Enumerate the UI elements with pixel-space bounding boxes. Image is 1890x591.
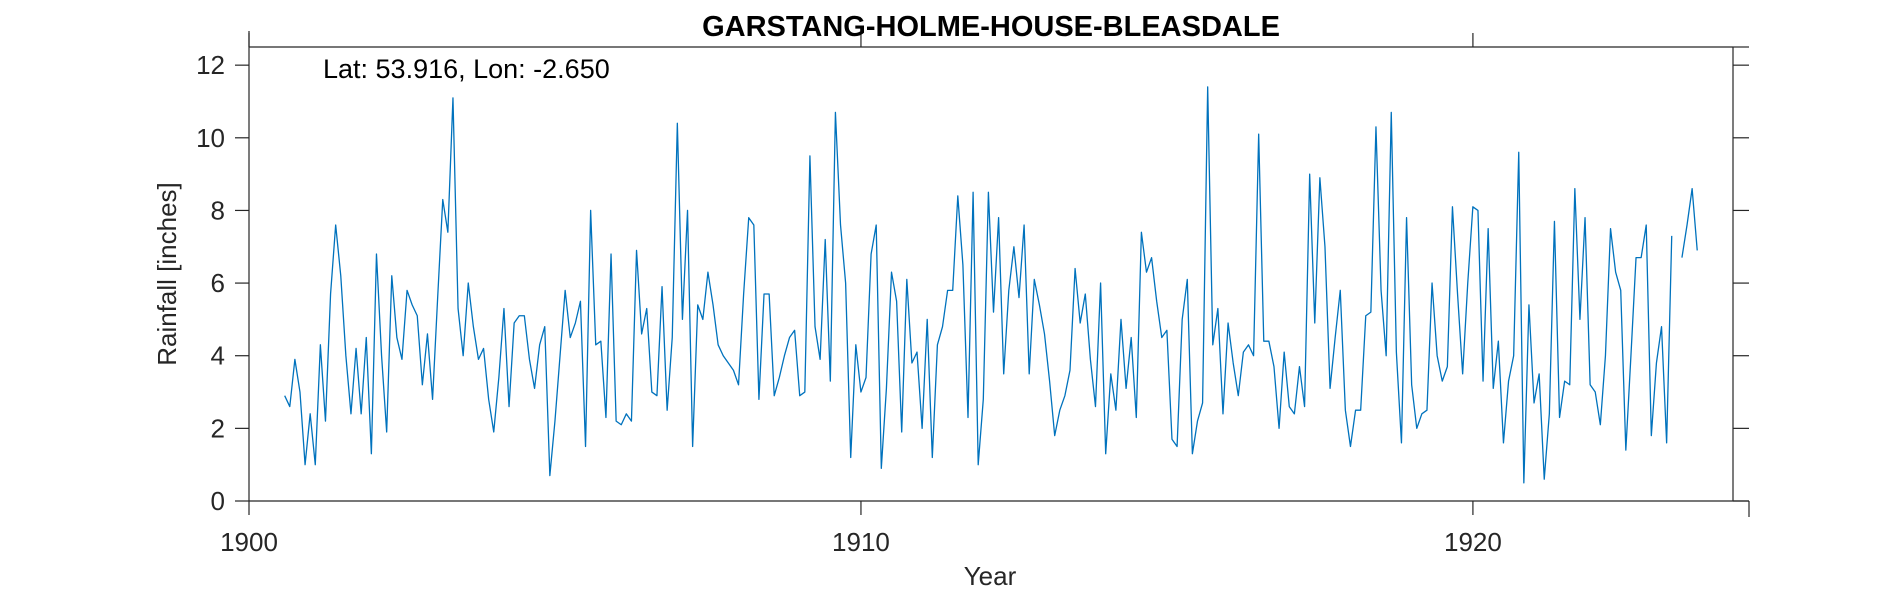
y-tick-label: 8	[211, 195, 225, 225]
axes	[248, 31, 1750, 517]
y-tick-label: 4	[211, 341, 225, 371]
x-tick-label: 1920	[1444, 527, 1502, 557]
x-tick-label: 1900	[220, 527, 278, 557]
chart-title: GARSTANG-HOLME-HOUSE-BLEASDALE	[702, 11, 1280, 43]
y-tick-label: 2	[211, 413, 225, 443]
tick-labels: 0 2 4 6 8 10 12 1900 1910 1920	[196, 50, 1502, 557]
x-axis-title: Year	[964, 561, 1017, 591]
rainfall-series-line	[284, 86, 1698, 484]
y-tick-label: 12	[196, 50, 225, 80]
series	[284, 86, 1698, 484]
y-tick-label: 0	[211, 486, 225, 516]
y-axis-title: Rainfall [inches]	[152, 182, 182, 366]
ticks	[235, 33, 1749, 515]
x-tick-label: 1910	[832, 527, 890, 557]
location-annotation: Lat: 53.916, Lon: -2.650	[323, 54, 610, 84]
y-tick-label: 10	[196, 123, 225, 153]
y-tick-label: 6	[211, 268, 225, 298]
